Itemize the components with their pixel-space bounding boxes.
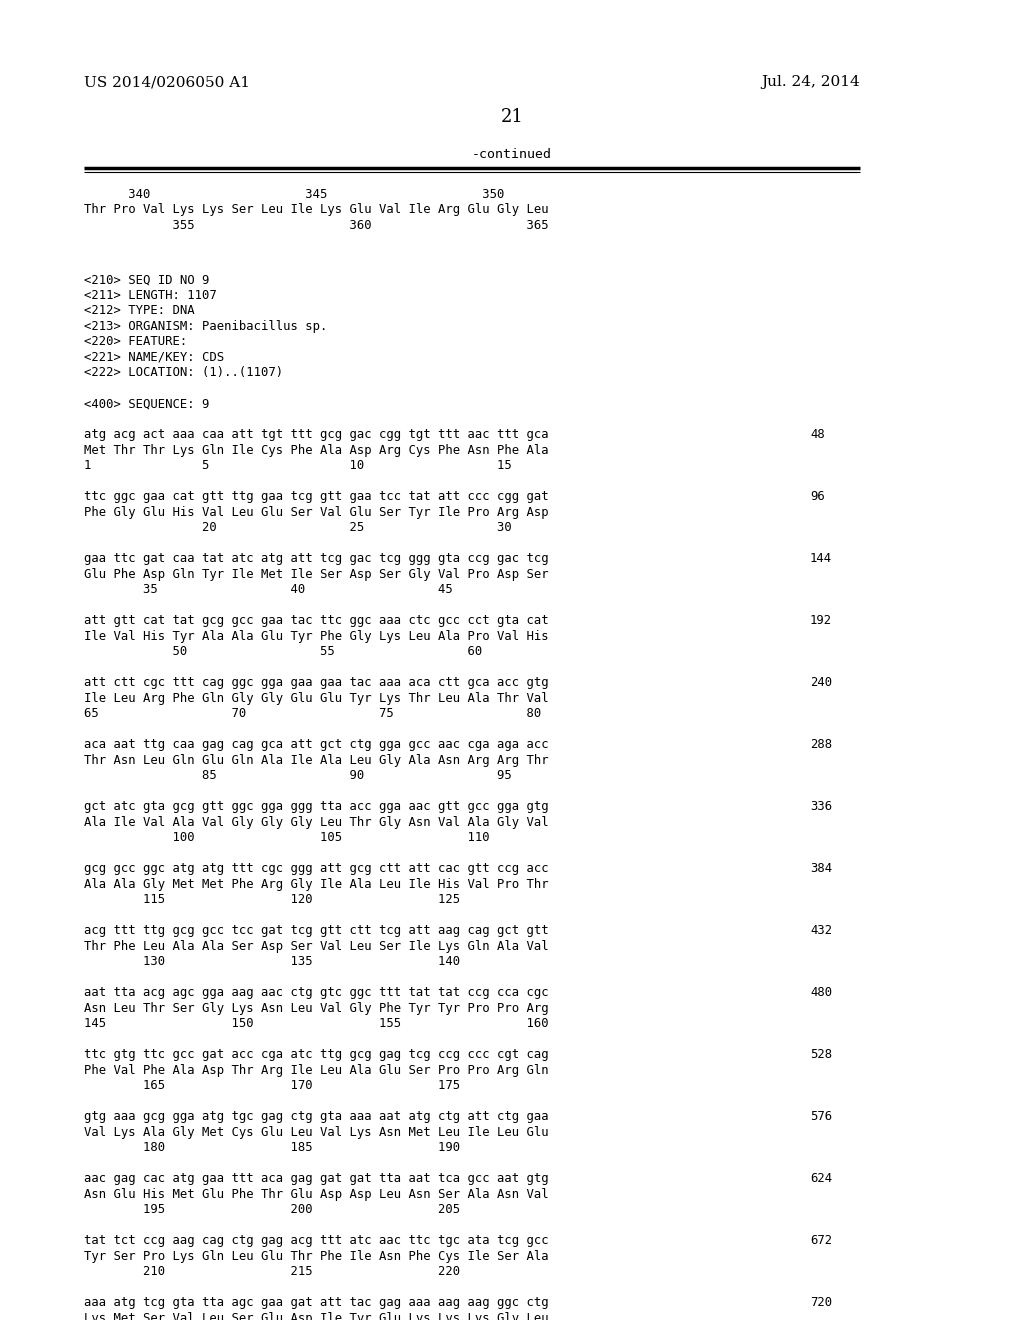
Text: Ile Val His Tyr Ala Ala Glu Tyr Phe Gly Lys Leu Ala Pro Val His: Ile Val His Tyr Ala Ala Glu Tyr Phe Gly …: [84, 630, 549, 643]
Text: 50                  55                  60: 50 55 60: [84, 645, 482, 659]
Text: 210                 215                 220: 210 215 220: [84, 1266, 460, 1278]
Text: Thr Pro Val Lys Lys Ser Leu Ile Lys Glu Val Ile Arg Glu Gly Leu: Thr Pro Val Lys Lys Ser Leu Ile Lys Glu …: [84, 203, 549, 216]
Text: Glu Phe Asp Gln Tyr Ile Met Ile Ser Asp Ser Gly Val Pro Asp Ser: Glu Phe Asp Gln Tyr Ile Met Ile Ser Asp …: [84, 568, 549, 581]
Text: atg acg act aaa caa att tgt ttt gcg gac cgg tgt ttt aac ttt gca: atg acg act aaa caa att tgt ttt gcg gac …: [84, 428, 549, 441]
Text: 35                  40                  45: 35 40 45: [84, 583, 453, 597]
Text: 21: 21: [501, 108, 523, 125]
Text: US 2014/0206050 A1: US 2014/0206050 A1: [84, 75, 250, 88]
Text: 20                  25                  30: 20 25 30: [84, 521, 512, 535]
Text: <213> ORGANISM: Paenibacillus sp.: <213> ORGANISM: Paenibacillus sp.: [84, 319, 328, 333]
Text: gaa ttc gat caa tat atc atg att tcg gac tcg ggg gta ccg gac tcg: gaa ttc gat caa tat atc atg att tcg gac …: [84, 552, 549, 565]
Text: 480: 480: [810, 986, 833, 999]
Text: <400> SEQUENCE: 9: <400> SEQUENCE: 9: [84, 397, 209, 411]
Text: <210> SEQ ID NO 9: <210> SEQ ID NO 9: [84, 273, 209, 286]
Text: 240: 240: [810, 676, 833, 689]
Text: gtg aaa gcg gga atg tgc gag ctg gta aaa aat atg ctg att ctg gaa: gtg aaa gcg gga atg tgc gag ctg gta aaa …: [84, 1110, 549, 1123]
Text: <220> FEATURE:: <220> FEATURE:: [84, 335, 187, 348]
Text: Asn Leu Thr Ser Gly Lys Asn Leu Val Gly Phe Tyr Tyr Pro Pro Arg: Asn Leu Thr Ser Gly Lys Asn Leu Val Gly …: [84, 1002, 549, 1015]
Text: <221> NAME/KEY: CDS: <221> NAME/KEY: CDS: [84, 351, 224, 364]
Text: 528: 528: [810, 1048, 833, 1061]
Text: 1               5                   10                  15: 1 5 10 15: [84, 459, 512, 473]
Text: aaa atg tcg gta tta agc gaa gat att tac gag aaa aag aag ggc ctg: aaa atg tcg gta tta agc gaa gat att tac …: [84, 1296, 549, 1309]
Text: 288: 288: [810, 738, 833, 751]
Text: acg ttt ttg gcg gcc tcc gat tcg gtt ctt tcg att aag cag gct gtt: acg ttt ttg gcg gcc tcc gat tcg gtt ctt …: [84, 924, 549, 937]
Text: 48: 48: [810, 428, 824, 441]
Text: <211> LENGTH: 1107: <211> LENGTH: 1107: [84, 289, 217, 302]
Text: 65                  70                  75                  80: 65 70 75 80: [84, 708, 542, 721]
Text: 672: 672: [810, 1234, 833, 1247]
Text: 384: 384: [810, 862, 833, 875]
Text: 100                 105                 110: 100 105 110: [84, 832, 489, 845]
Text: Met Thr Thr Lys Gln Ile Cys Phe Ala Asp Arg Cys Phe Asn Phe Ala: Met Thr Thr Lys Gln Ile Cys Phe Ala Asp …: [84, 444, 549, 457]
Text: 165                 170                 175: 165 170 175: [84, 1080, 460, 1092]
Text: 336: 336: [810, 800, 833, 813]
Text: 720: 720: [810, 1296, 833, 1309]
Text: 192: 192: [810, 614, 833, 627]
Text: 180                 185                 190: 180 185 190: [84, 1142, 460, 1154]
Text: <212> TYPE: DNA: <212> TYPE: DNA: [84, 304, 195, 317]
Text: Ala Ala Gly Met Met Phe Arg Gly Ile Ala Leu Ile His Val Pro Thr: Ala Ala Gly Met Met Phe Arg Gly Ile Ala …: [84, 878, 549, 891]
Text: ttc gtg ttc gcc gat acc cga atc ttg gcg gag tcg ccg ccc cgt cag: ttc gtg ttc gcc gat acc cga atc ttg gcg …: [84, 1048, 549, 1061]
Text: Ala Ile Val Ala Val Gly Gly Gly Leu Thr Gly Asn Val Ala Gly Val: Ala Ile Val Ala Val Gly Gly Gly Leu Thr …: [84, 816, 549, 829]
Text: 624: 624: [810, 1172, 833, 1185]
Text: att ctt cgc ttt cag ggc gga gaa gaa tac aaa aca ctt gca acc gtg: att ctt cgc ttt cag ggc gga gaa gaa tac …: [84, 676, 549, 689]
Text: gct atc gta gcg gtt ggc gga ggg tta acc gga aac gtt gcc gga gtg: gct atc gta gcg gtt ggc gga ggg tta acc …: [84, 800, 549, 813]
Text: att gtt cat tat gcg gcc gaa tac ttc ggc aaa ctc gcc cct gta cat: att gtt cat tat gcg gcc gaa tac ttc ggc …: [84, 614, 549, 627]
Text: 85                  90                  95: 85 90 95: [84, 770, 512, 783]
Text: Ile Leu Arg Phe Gln Gly Gly Glu Glu Tyr Lys Thr Leu Ala Thr Val: Ile Leu Arg Phe Gln Gly Gly Glu Glu Tyr …: [84, 692, 549, 705]
Text: aca aat ttg caa gag cag gca att gct ctg gga gcc aac cga aga acc: aca aat ttg caa gag cag gca att gct ctg …: [84, 738, 549, 751]
Text: 355                     360                     365: 355 360 365: [84, 219, 549, 232]
Text: Thr Phe Leu Ala Ala Ser Asp Ser Val Leu Ser Ile Lys Gln Ala Val: Thr Phe Leu Ala Ala Ser Asp Ser Val Leu …: [84, 940, 549, 953]
Text: tat tct ccg aag cag ctg gag acg ttt atc aac ttc tgc ata tcg gcc: tat tct ccg aag cag ctg gag acg ttt atc …: [84, 1234, 549, 1247]
Text: Tyr Ser Pro Lys Gln Leu Glu Thr Phe Ile Asn Phe Cys Ile Ser Ala: Tyr Ser Pro Lys Gln Leu Glu Thr Phe Ile …: [84, 1250, 549, 1263]
Text: 130                 135                 140: 130 135 140: [84, 956, 460, 969]
Text: Asn Glu His Met Glu Phe Thr Glu Asp Asp Leu Asn Ser Ala Asn Val: Asn Glu His Met Glu Phe Thr Glu Asp Asp …: [84, 1188, 549, 1201]
Text: 432: 432: [810, 924, 833, 937]
Text: 144: 144: [810, 552, 833, 565]
Text: Phe Gly Glu His Val Leu Glu Ser Val Glu Ser Tyr Ile Pro Arg Asp: Phe Gly Glu His Val Leu Glu Ser Val Glu …: [84, 506, 549, 519]
Text: Phe Val Phe Ala Asp Thr Arg Ile Leu Ala Glu Ser Pro Pro Arg Gln: Phe Val Phe Ala Asp Thr Arg Ile Leu Ala …: [84, 1064, 549, 1077]
Text: Lys Met Ser Val Leu Ser Glu Asp Ile Tyr Glu Lys Lys Lys Gly Leu: Lys Met Ser Val Leu Ser Glu Asp Ile Tyr …: [84, 1312, 549, 1320]
Text: aat tta acg agc gga aag aac ctg gtc ggc ttt tat tat ccg cca cgc: aat tta acg agc gga aag aac ctg gtc ggc …: [84, 986, 549, 999]
Text: Val Lys Ala Gly Met Cys Glu Leu Val Lys Asn Met Leu Ile Leu Glu: Val Lys Ala Gly Met Cys Glu Leu Val Lys …: [84, 1126, 549, 1139]
Text: -continued: -continued: [472, 148, 552, 161]
Text: <222> LOCATION: (1)..(1107): <222> LOCATION: (1)..(1107): [84, 366, 283, 379]
Text: aac gag cac atg gaa ttt aca gag gat gat tta aat tca gcc aat gtg: aac gag cac atg gaa ttt aca gag gat gat …: [84, 1172, 549, 1185]
Text: 340                     345                     350: 340 345 350: [84, 187, 505, 201]
Text: 96: 96: [810, 490, 824, 503]
Text: Jul. 24, 2014: Jul. 24, 2014: [761, 75, 860, 88]
Text: 195                 200                 205: 195 200 205: [84, 1204, 460, 1216]
Text: 576: 576: [810, 1110, 833, 1123]
Text: ttc ggc gaa cat gtt ttg gaa tcg gtt gaa tcc tat att ccc cgg gat: ttc ggc gaa cat gtt ttg gaa tcg gtt gaa …: [84, 490, 549, 503]
Text: 115                 120                 125: 115 120 125: [84, 894, 460, 907]
Text: Thr Asn Leu Gln Glu Gln Ala Ile Ala Leu Gly Ala Asn Arg Arg Thr: Thr Asn Leu Gln Glu Gln Ala Ile Ala Leu …: [84, 754, 549, 767]
Text: gcg gcc ggc atg atg ttt cgc ggg att gcg ctt att cac gtt ccg acc: gcg gcc ggc atg atg ttt cgc ggg att gcg …: [84, 862, 549, 875]
Text: 145                 150                 155                 160: 145 150 155 160: [84, 1018, 549, 1030]
